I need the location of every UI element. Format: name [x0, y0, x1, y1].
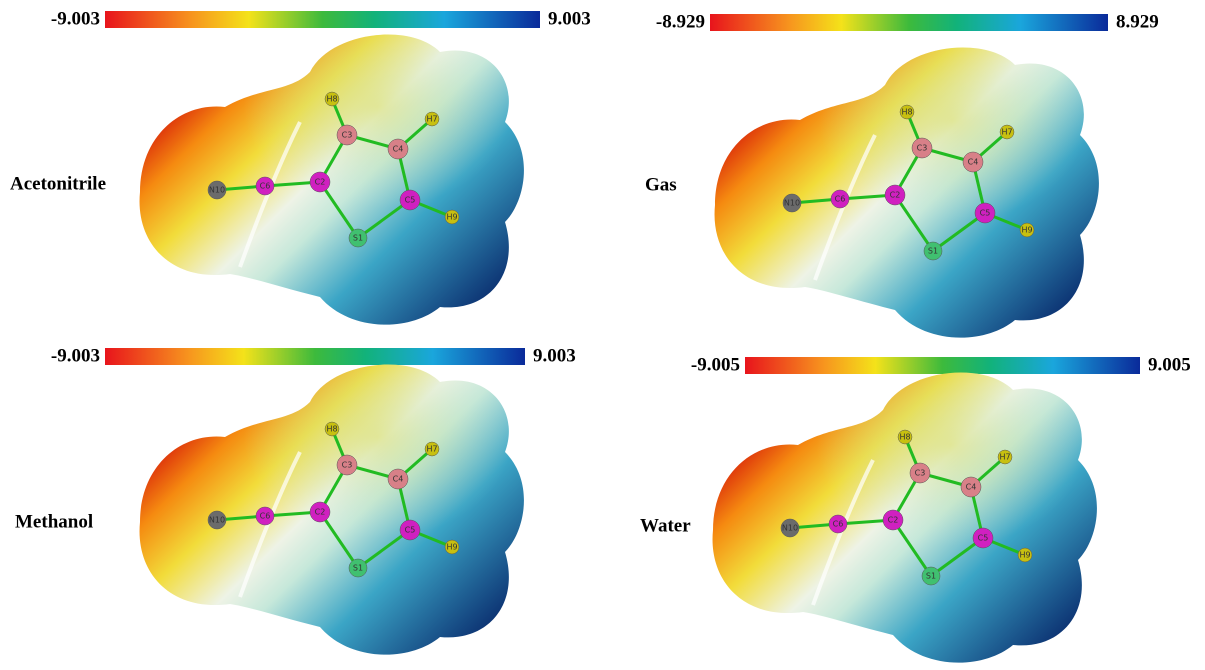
atom-label: H7: [426, 445, 437, 454]
atom-label: H9: [1019, 551, 1030, 560]
atom-label: C3: [342, 461, 353, 470]
atom-label: C6: [833, 520, 844, 529]
atom-label: C4: [968, 158, 979, 167]
atom-label: S1: [926, 572, 936, 581]
atom-label: H7: [1001, 128, 1012, 137]
atom-label: N10: [782, 524, 798, 533]
atom-label: H7: [426, 115, 437, 124]
atom-label: S1: [928, 247, 938, 256]
mep-surface-shade: [715, 48, 1099, 338]
solvent-label: Methanol: [15, 511, 93, 532]
solvent-label: Water: [640, 515, 691, 536]
color-bar: [745, 357, 1140, 374]
mep-surface-shade: [140, 35, 524, 325]
atom-label: S1: [353, 564, 363, 573]
scale-min: -9.003: [51, 345, 100, 366]
mep-surface-shade: [713, 373, 1097, 663]
atom-label: C2: [315, 508, 326, 517]
atom-label: N10: [209, 186, 225, 195]
scale-max: 9.005: [1148, 354, 1191, 375]
atom-label: C3: [915, 469, 926, 478]
scale-max: 9.003: [548, 8, 591, 29]
atom-label: H9: [1021, 226, 1032, 235]
atom-label: C6: [835, 195, 846, 204]
atom-label: C6: [260, 182, 271, 191]
atom-label: H8: [326, 425, 337, 434]
color-bar: [105, 11, 540, 28]
atom-label: C4: [393, 145, 404, 154]
scale-min: -9.005: [691, 354, 740, 375]
molecule: N10 C6 C2 C3 C4 C5 S1 H8 H7 H9: [715, 48, 1099, 338]
atom-label: H9: [446, 213, 457, 222]
color-bar: [710, 14, 1108, 31]
atom-label: C5: [405, 196, 416, 205]
atom-label: C2: [315, 178, 326, 187]
atom-label: H8: [326, 95, 337, 104]
atom-label: C5: [980, 209, 991, 218]
atom-label: C3: [917, 144, 928, 153]
solvent-label: Acetonitrile: [10, 173, 106, 194]
color-bar: [105, 348, 525, 365]
molecule: N10 C6 C2 C3 C4 C5 S1 H8 H7 H9: [713, 373, 1097, 663]
mep-surface-shade: [140, 365, 524, 655]
figure: -9.003 9.003 Acetonitrile N10 C6 C2 C3 C4 C5 S1 H8…: [0, 0, 1205, 670]
scale-max: 9.003: [533, 345, 576, 366]
atom-label: C4: [966, 483, 977, 492]
atom-label: C2: [888, 516, 899, 525]
atom-label: H7: [999, 453, 1010, 462]
atom-label: C3: [342, 131, 353, 140]
atom-label: N10: [784, 199, 800, 208]
atom-label: H8: [901, 108, 912, 117]
molecule: N10 C6 C2 C3 C4 C5 S1 H8 H7 H9: [140, 35, 524, 325]
solvent-label: Gas: [645, 174, 677, 195]
scale-min: -8.929: [656, 11, 705, 32]
atom-label: H9: [446, 543, 457, 552]
atom-label: S1: [353, 234, 363, 243]
atom-label: C2: [890, 191, 901, 200]
atom-label: N10: [209, 516, 225, 525]
atom-label: C5: [405, 526, 416, 535]
scale-max: 8.929: [1116, 11, 1159, 32]
atom-label: C5: [978, 534, 989, 543]
scale-min: -9.003: [51, 8, 100, 29]
atom-label: C4: [393, 475, 404, 484]
atom-label: H8: [899, 433, 910, 442]
atom-label: C6: [260, 512, 271, 521]
molecule: N10 C6 C2 C3 C4 C5 S1 H8 H7 H9: [140, 365, 524, 655]
